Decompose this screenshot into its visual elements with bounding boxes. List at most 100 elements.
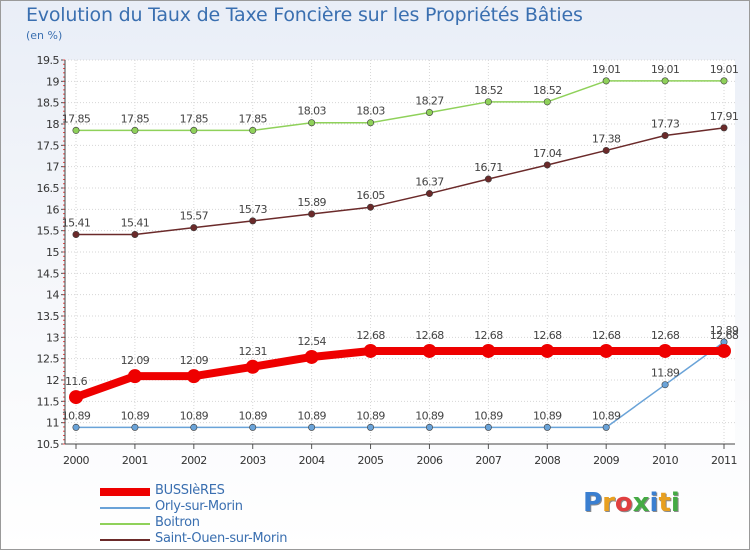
- data-label-orly-sur-morin: 12.89: [710, 324, 739, 337]
- data-label-boitron: 17.85: [180, 112, 209, 125]
- data-point-bussi-res: [717, 343, 731, 358]
- y-tick-label: 17: [46, 161, 59, 174]
- data-point-saint-ouen-sur-morin: [131, 231, 139, 239]
- data-point-saint-ouen-sur-morin: [425, 190, 433, 198]
- data-label-saint-ouen-sur-morin: 15.73: [238, 203, 267, 216]
- data-point-bussi-res: [599, 343, 614, 358]
- x-tick-label: 2010: [652, 454, 678, 467]
- data-label-orly-sur-morin: 11.89: [651, 367, 680, 380]
- legend-swatch: [100, 507, 150, 509]
- x-tick-label: 2008: [534, 454, 560, 467]
- legend-label: Saint-Ouen-sur-Morin: [155, 531, 288, 546]
- series-line-bussi-res: [74, 346, 724, 401]
- proxiti-logo: Proxiti: [583, 488, 680, 518]
- data-point-bussi-res: [363, 343, 378, 358]
- x-tick-label: 2009: [593, 454, 619, 467]
- data-point-bussi-res: [422, 343, 437, 358]
- data-label-boitron: 19.01: [710, 63, 739, 76]
- data-point-saint-ouen-sur-morin: [543, 161, 551, 169]
- data-point-saint-ouen-sur-morin: [249, 217, 257, 225]
- y-tick-label: 14.5: [37, 267, 60, 280]
- data-point-orly-sur-morin: [602, 423, 610, 431]
- data-point-saint-ouen-sur-morin: [661, 132, 669, 140]
- y-tick-label: 11.5: [37, 395, 60, 408]
- data-point-saint-ouen-sur-morin: [72, 231, 80, 239]
- data-label-boitron: 19.01: [592, 63, 621, 76]
- data-label-saint-ouen-sur-morin: 16.71: [474, 161, 503, 174]
- data-label-saint-ouen-sur-morin: 17.91: [710, 110, 739, 123]
- y-tick-label: 12.5: [37, 353, 60, 366]
- data-point-saint-ouen-sur-morin: [367, 203, 375, 211]
- data-point-bussi-res: [186, 369, 201, 384]
- data-point-boitron: [308, 119, 316, 127]
- data-label-saint-ouen-sur-morin: 17.73: [651, 118, 680, 131]
- data-label-bussi-res: 12.09: [180, 354, 209, 367]
- data-label-saint-ouen-sur-morin: 17.38: [592, 132, 621, 145]
- data-point-orly-sur-morin: [190, 423, 198, 431]
- legend-item: Orly-sur-Morin: [100, 499, 360, 516]
- data-label-saint-ouen-sur-morin: 16.37: [415, 176, 444, 189]
- y-tick-label: 19: [46, 75, 59, 88]
- legend-label: BUSSIèRES: [155, 483, 225, 498]
- data-point-boitron: [131, 126, 139, 134]
- data-label-saint-ouen-sur-morin: 16.05: [356, 189, 385, 202]
- y-tick-label: 13: [46, 331, 59, 344]
- data-point-bussi-res: [304, 349, 319, 364]
- legend-item: Boitron: [100, 515, 360, 532]
- data-label-bussi-res: 12.68: [474, 329, 503, 342]
- data-label-orly-sur-morin: 10.89: [533, 409, 562, 422]
- data-label-boitron: 18.52: [474, 84, 503, 97]
- x-tick-label: 2005: [358, 454, 384, 467]
- legend-item: BUSSIèRES: [100, 483, 360, 500]
- data-label-saint-ouen-sur-morin: 17.04: [533, 147, 562, 160]
- data-point-boitron: [367, 119, 375, 127]
- y-tick-label: 11: [46, 417, 59, 430]
- x-tick-label: 2003: [240, 454, 266, 467]
- data-point-bussi-res: [245, 359, 260, 374]
- x-tick-label: 2006: [416, 454, 442, 467]
- x-tick-label: 2007: [475, 454, 501, 467]
- data-label-boitron: 18.27: [415, 94, 444, 107]
- legend-label: Orly-sur-Morin: [155, 499, 243, 514]
- data-point-orly-sur-morin: [249, 423, 257, 431]
- data-point-orly-sur-morin: [425, 423, 433, 431]
- data-label-orly-sur-morin: 10.89: [356, 409, 385, 422]
- x-tick-label: 2001: [122, 454, 148, 467]
- data-label-boitron: 17.85: [62, 112, 91, 125]
- y-tick-label: 16.5: [37, 182, 60, 195]
- data-label-bussi-res: 12.68: [415, 329, 444, 342]
- y-tick-label: 12: [46, 374, 59, 387]
- data-point-orly-sur-morin: [72, 423, 80, 431]
- data-point-boitron: [425, 108, 433, 116]
- data-point-orly-sur-morin: [131, 423, 139, 431]
- data-point-orly-sur-morin: [661, 381, 669, 389]
- data-point-boitron: [543, 98, 551, 106]
- data-point-bussi-res: [127, 369, 142, 384]
- y-tick-label: 17.5: [37, 139, 60, 152]
- data-point-boitron: [602, 77, 610, 85]
- data-point-boitron: [190, 126, 198, 134]
- data-point-orly-sur-morin: [367, 423, 375, 431]
- data-label-orly-sur-morin: 10.89: [415, 409, 444, 422]
- data-point-bussi-res: [69, 390, 83, 405]
- data-label-bussi-res: 12.68: [533, 329, 562, 342]
- data-label-saint-ouen-sur-morin: 15.41: [62, 217, 91, 230]
- y-tick-label: 16: [46, 203, 59, 216]
- data-label-bussi-res: 12.68: [592, 329, 621, 342]
- data-point-boitron: [72, 126, 80, 134]
- data-label-orly-sur-morin: 10.89: [62, 409, 91, 422]
- data-label-boitron: 18.03: [356, 105, 385, 118]
- data-label-orly-sur-morin: 10.89: [238, 409, 267, 422]
- data-label-bussi-res: 12.09: [121, 354, 150, 367]
- data-label-saint-ouen-sur-morin: 15.89: [297, 196, 326, 209]
- data-point-saint-ouen-sur-morin: [190, 224, 198, 232]
- legend-label: Boitron: [155, 515, 200, 530]
- data-point-boitron: [484, 98, 492, 106]
- data-label-saint-ouen-sur-morin: 15.57: [180, 210, 209, 223]
- data-label-saint-ouen-sur-morin: 15.41: [121, 217, 150, 230]
- data-label-orly-sur-morin: 10.89: [297, 409, 326, 422]
- chart-title: Evolution du Taux de Taxe Foncière sur l…: [26, 4, 583, 26]
- data-label-orly-sur-morin: 10.89: [592, 409, 621, 422]
- y-tick-label: 15: [46, 246, 59, 259]
- y-tick-label: 15.5: [37, 225, 60, 238]
